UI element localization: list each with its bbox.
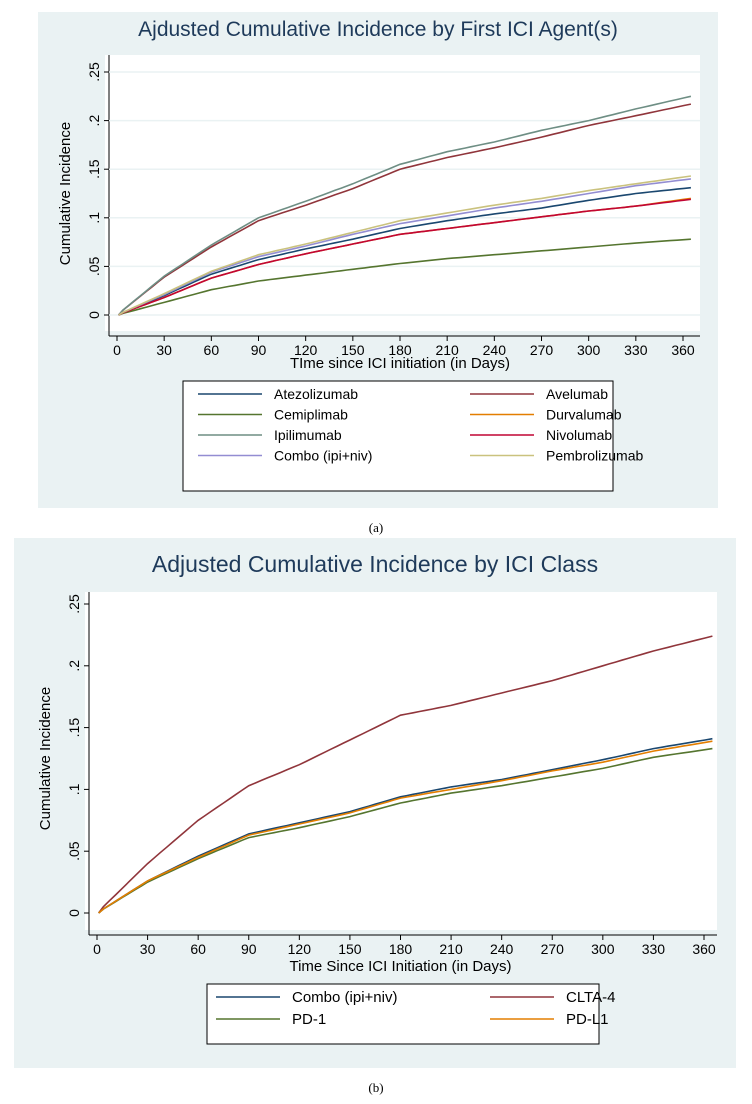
x-tick-label: 0	[113, 342, 121, 358]
y-tick-label: 0	[66, 909, 82, 917]
series-line-pd-l1	[98, 740, 713, 914]
x-tick-label: 180	[388, 342, 412, 358]
caption-a: (a)	[368, 520, 384, 535]
series-line-pd-1	[98, 747, 713, 914]
y-tick-label: .05	[86, 256, 102, 276]
y-axis-label: Cumulative Incidence	[57, 122, 74, 265]
x-tick-label: 270	[541, 941, 565, 957]
x-tick-label: 210	[439, 941, 463, 957]
x-axis-label: Time Since ICI Initiation (in Days)	[289, 958, 511, 975]
legend-label: Atezolizumab	[274, 386, 358, 402]
legend-label: CLTA-4	[566, 989, 615, 1006]
series-line-combo-ipi-niv-	[98, 737, 713, 914]
legend-label: Pembrolizumab	[546, 448, 643, 464]
x-tick-label: 30	[156, 342, 172, 358]
x-tick-label: 360	[671, 342, 695, 358]
series-line-combo-ipi-niv-	[118, 178, 692, 316]
x-tick-label: 210	[435, 342, 459, 358]
y-tick-label: .05	[66, 841, 82, 861]
legend-label: Ipilimumab	[274, 427, 342, 443]
legend-label: Combo (ipi+niv)	[274, 448, 372, 464]
y-tick-label: .15	[86, 159, 102, 179]
legend-label: Nivolumab	[546, 427, 612, 443]
x-tick-label: 120	[288, 941, 312, 957]
series-line-clta-4	[98, 635, 713, 914]
legend-label: Combo (ipi+niv)	[292, 989, 397, 1006]
legend-label: PD-1	[292, 1011, 326, 1028]
legend	[182, 380, 614, 492]
x-tick-label: 0	[93, 941, 101, 957]
x-tick-label: 90	[251, 342, 267, 358]
y-tick-label: .25	[66, 594, 82, 614]
x-tick-label: 300	[591, 941, 615, 957]
chart-0: Ajdusted Cumulative Incidence by First I…	[38, 12, 718, 508]
y-tick-label: .2	[66, 660, 82, 672]
x-tick-label: 150	[338, 941, 362, 957]
series-line-nivolumab	[118, 198, 692, 316]
series-line-pembrolizumab	[118, 175, 692, 316]
x-tick-label: 330	[624, 342, 648, 358]
x-tick-label: 240	[490, 941, 514, 957]
x-tick-label: 60	[204, 342, 220, 358]
y-tick-label: .1	[66, 783, 82, 795]
chart-1: Adjusted Cumulative Incidence by ICI Cla…	[14, 538, 736, 1068]
x-tick-label: 180	[389, 941, 413, 957]
series-line-avelumab	[118, 103, 692, 316]
x-tick-label: 360	[692, 941, 716, 957]
chart-title: Adjusted Cumulative Incidence by ICI Cla…	[152, 551, 598, 577]
y-tick-label: .1	[86, 212, 102, 224]
y-tick-label: .15	[66, 718, 82, 738]
legend-label: PD-L1	[566, 1011, 609, 1028]
x-tick-label: 120	[294, 342, 318, 358]
legend	[206, 983, 600, 1045]
y-tick-label: .25	[86, 62, 102, 82]
caption-b: (b)	[368, 1080, 384, 1095]
plot-area	[105, 55, 700, 331]
y-axis-label: Cumulative Incidence	[37, 687, 54, 830]
plot-area	[85, 592, 717, 930]
chart-title: Ajdusted Cumulative Incidence by First I…	[138, 18, 618, 41]
series-line-cemiplimab	[118, 238, 691, 316]
legend-label: Cemiplimab	[274, 407, 348, 423]
x-tick-label: 90	[241, 941, 257, 957]
legend-label: Durvalumab	[546, 407, 622, 423]
x-tick-label: 60	[190, 941, 206, 957]
series-line-ipilimumab	[117, 95, 692, 316]
legend-label: Avelumab	[546, 386, 608, 402]
x-tick-label: 30	[140, 941, 156, 957]
x-tick-label: 150	[341, 342, 365, 358]
x-tick-label: 270	[530, 342, 554, 358]
y-tick-label: .2	[86, 115, 102, 127]
x-tick-label: 240	[483, 342, 507, 358]
x-tick-label: 330	[642, 941, 666, 957]
series-line-atezolizumab	[118, 186, 691, 316]
y-tick-label: 0	[86, 311, 102, 319]
x-tick-label: 300	[577, 342, 601, 358]
x-axis-label: TIme since ICI initiation (in Days)	[290, 355, 510, 372]
